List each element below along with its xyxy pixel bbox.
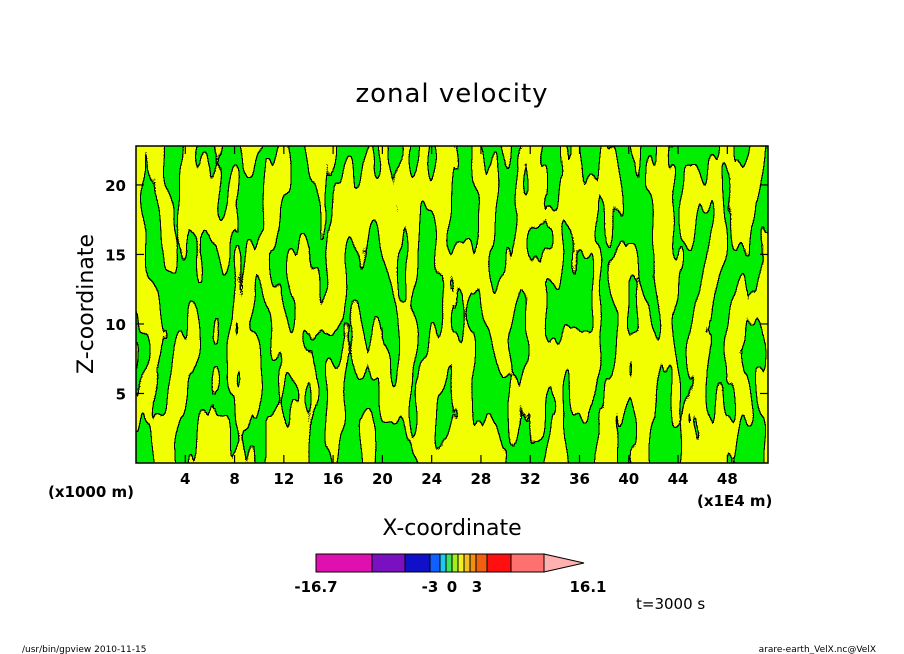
colorbar-segment (315, 553, 373, 573)
colorbar-segment (486, 553, 512, 573)
x-tick-label: 40 (618, 470, 639, 488)
x-tick-label: 44 (668, 470, 689, 488)
colorbar (315, 553, 585, 573)
colorbar-segment (445, 553, 453, 573)
x-tick-label: 4 (180, 470, 190, 488)
colorbar-label: 0 (447, 578, 457, 596)
y-tick-label: 15 (105, 246, 126, 264)
x-tick-label: 24 (421, 470, 442, 488)
colorbar-labels: -16.7 -3 0 3 16.1 (294, 578, 606, 596)
colorbar-segment (429, 553, 441, 573)
x-axis: 4 8 12 16 20 24 28 32 36 40 44 48 (180, 146, 738, 488)
colorbar-segment (510, 553, 545, 573)
colorbar-label: 3 (472, 578, 482, 596)
x-tick-label: 20 (372, 470, 393, 488)
colorbar-segment (475, 553, 488, 573)
chart-title: zonal velocity (355, 79, 548, 109)
plot-area (135, 145, 769, 464)
colorbar-segment (371, 553, 406, 573)
colorbar-segment (451, 553, 459, 573)
velocity-field (136, 146, 768, 463)
y-tick-label: 5 (116, 385, 126, 403)
y-tick-label: 20 (105, 177, 126, 195)
x-unit-label: (x1E4 m) (697, 492, 772, 510)
y-unit-label: (x1000 m) (48, 483, 134, 501)
colorbar-label: 16.1 (569, 578, 606, 596)
x-tick-label: 8 (229, 470, 239, 488)
x-tick-label: 48 (717, 470, 738, 488)
y-tick-label: 10 (105, 316, 126, 334)
footer-left: /usr/bin/gpview 2010-11-15 (22, 645, 146, 654)
colorbar-segment (463, 553, 471, 573)
colorbar-segment (457, 553, 465, 573)
colorbar-label: -16.7 (294, 578, 337, 596)
x-axis-label: X-coordinate (382, 516, 521, 541)
x-tick-label: 32 (520, 470, 541, 488)
x-tick-label: 12 (273, 470, 294, 488)
x-tick-label: 36 (569, 470, 590, 488)
colorbar-label: -3 (422, 578, 439, 596)
y-axis: 5 10 15 20 (105, 177, 768, 403)
y-axis-label: Z-coordinate (74, 234, 99, 374)
colorbar-segment (404, 553, 431, 573)
plot-frame (135, 145, 769, 464)
footer-right: arare-earth_VelX.nc@VelX (759, 645, 876, 654)
time-label: t=3000 s (636, 595, 705, 613)
colorbar-segment (439, 553, 447, 573)
colorbar-extend-triangle (543, 553, 585, 573)
colorbar-segment (469, 553, 477, 573)
x-tick-label: 28 (471, 470, 492, 488)
x-tick-label: 16 (323, 470, 344, 488)
